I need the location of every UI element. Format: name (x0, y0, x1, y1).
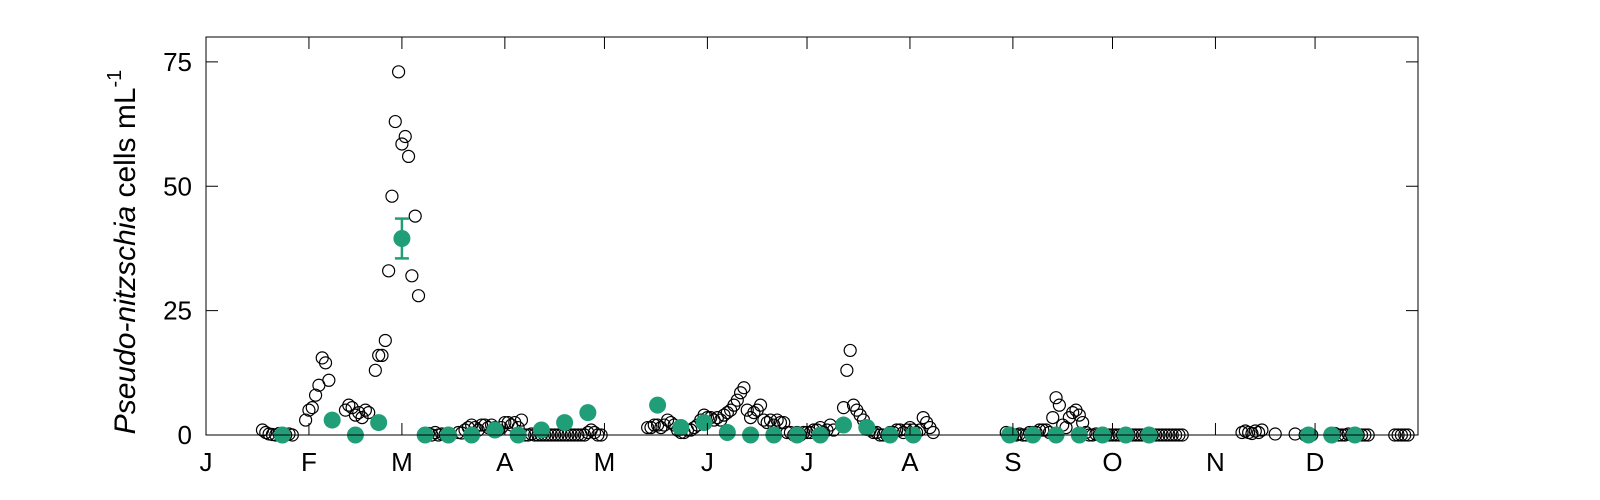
open-data-point (1255, 423, 1269, 437)
open-data-point (378, 333, 392, 348)
y-axis-label-italic: Pseudo-nitzschia (109, 206, 142, 434)
open-data-point (368, 363, 382, 377)
open-data-point (581, 425, 595, 440)
y-axis-label-rest: cells mL (109, 87, 142, 205)
x-tick-label: J (200, 447, 213, 477)
mean-data-point (556, 414, 574, 432)
open-data-point (1052, 398, 1066, 412)
mean-data-point (323, 411, 341, 429)
open-data-point (740, 403, 754, 417)
open-data-point (1072, 408, 1086, 422)
x-tick-label: S (1004, 447, 1021, 477)
open-data-point (843, 343, 857, 358)
open-marker-series (255, 65, 1415, 442)
x-tick-label: J (801, 447, 814, 477)
x-tick-label: N (1206, 447, 1225, 477)
open-data-point (770, 413, 784, 427)
open-data-point (391, 65, 406, 79)
mean-data-point (695, 414, 713, 432)
open-data-point (1268, 427, 1282, 441)
open-data-point (717, 408, 731, 422)
axes (205, 36, 1419, 436)
open-data-point (777, 415, 791, 430)
open-data-point (401, 149, 416, 163)
open-data-point (308, 388, 323, 402)
x-tick-label: A (901, 447, 919, 477)
y-tick-label: 50 (163, 171, 192, 201)
open-data-point (1049, 391, 1063, 405)
open-data-point (836, 401, 851, 415)
open-data-point (302, 403, 316, 417)
x-tick-label: F (301, 447, 317, 477)
open-data-point (355, 410, 369, 425)
mean-data-point (370, 414, 388, 432)
x-tick-label: M (391, 447, 413, 477)
open-data-point (388, 114, 402, 129)
y-axis-ticks: 0 25 50 75 (163, 47, 1418, 450)
open-data-point (372, 348, 386, 362)
mean-data-point-with-errorbar (393, 229, 411, 247)
mean-data-point (672, 419, 690, 437)
open-data-point (1066, 406, 1080, 420)
open-data-point (647, 418, 661, 432)
open-data-point (342, 398, 356, 412)
open-data-point (720, 406, 734, 420)
open-data-point (362, 406, 376, 420)
open-data-point (405, 269, 419, 283)
open-data-point (641, 420, 655, 435)
y-axis-label: Pseudo-nitzschia cells mL-1 (104, 70, 142, 435)
open-data-point (587, 425, 602, 440)
plot-frame (205, 36, 1419, 436)
y-tick-label: 75 (163, 47, 192, 77)
open-data-point (305, 401, 319, 415)
mean-data-point (858, 419, 876, 437)
x-tick-label: D (1306, 447, 1325, 477)
x-tick-label: A (496, 447, 514, 477)
mean-data-point (835, 416, 853, 434)
open-data-point (358, 403, 372, 417)
open-data-point (1252, 425, 1266, 440)
open-data-point (375, 348, 389, 362)
mean-data-point (649, 396, 667, 414)
open-data-point (382, 264, 396, 278)
open-data-point (1245, 426, 1259, 441)
mean-data-point (579, 404, 597, 422)
open-data-point (730, 393, 744, 407)
x-tick-label: O (1102, 447, 1122, 477)
x-tick-label: J (701, 447, 714, 477)
y-tick-label: 25 (163, 296, 192, 326)
x-tick-label: M (594, 447, 616, 477)
y-axis-label-superscript: -1 (104, 70, 126, 88)
open-data-point (737, 381, 751, 395)
open-data-point (773, 415, 788, 430)
open-data-point (345, 401, 359, 415)
open-data-point (318, 356, 333, 370)
open-data-point (299, 413, 313, 427)
open-data-point (753, 398, 768, 412)
open-data-point (395, 137, 409, 151)
y-tick-label: 0 (178, 420, 192, 450)
mean-data-point (718, 424, 736, 442)
open-data-point (385, 189, 399, 203)
open-data-point (926, 425, 940, 440)
open-data-point (660, 413, 675, 427)
open-data-point (475, 418, 489, 432)
open-data-point (747, 406, 761, 420)
mean-data-point (532, 421, 550, 439)
mean-data-point (486, 421, 504, 439)
open-data-point (411, 289, 426, 303)
open-data-point (514, 413, 529, 427)
open-data-point (1046, 410, 1060, 425)
open-data-point (408, 209, 422, 223)
svg-text:Pseudo-nitzschia cells mL-1: Pseudo-nitzschia cells mL-1 (104, 70, 142, 435)
open-data-point (760, 415, 774, 430)
open-data-point (322, 373, 336, 387)
open-data-point (840, 363, 854, 377)
open-data-point (644, 420, 658, 435)
open-data-point (398, 129, 412, 144)
mean-errorbar-series (393, 217, 411, 260)
